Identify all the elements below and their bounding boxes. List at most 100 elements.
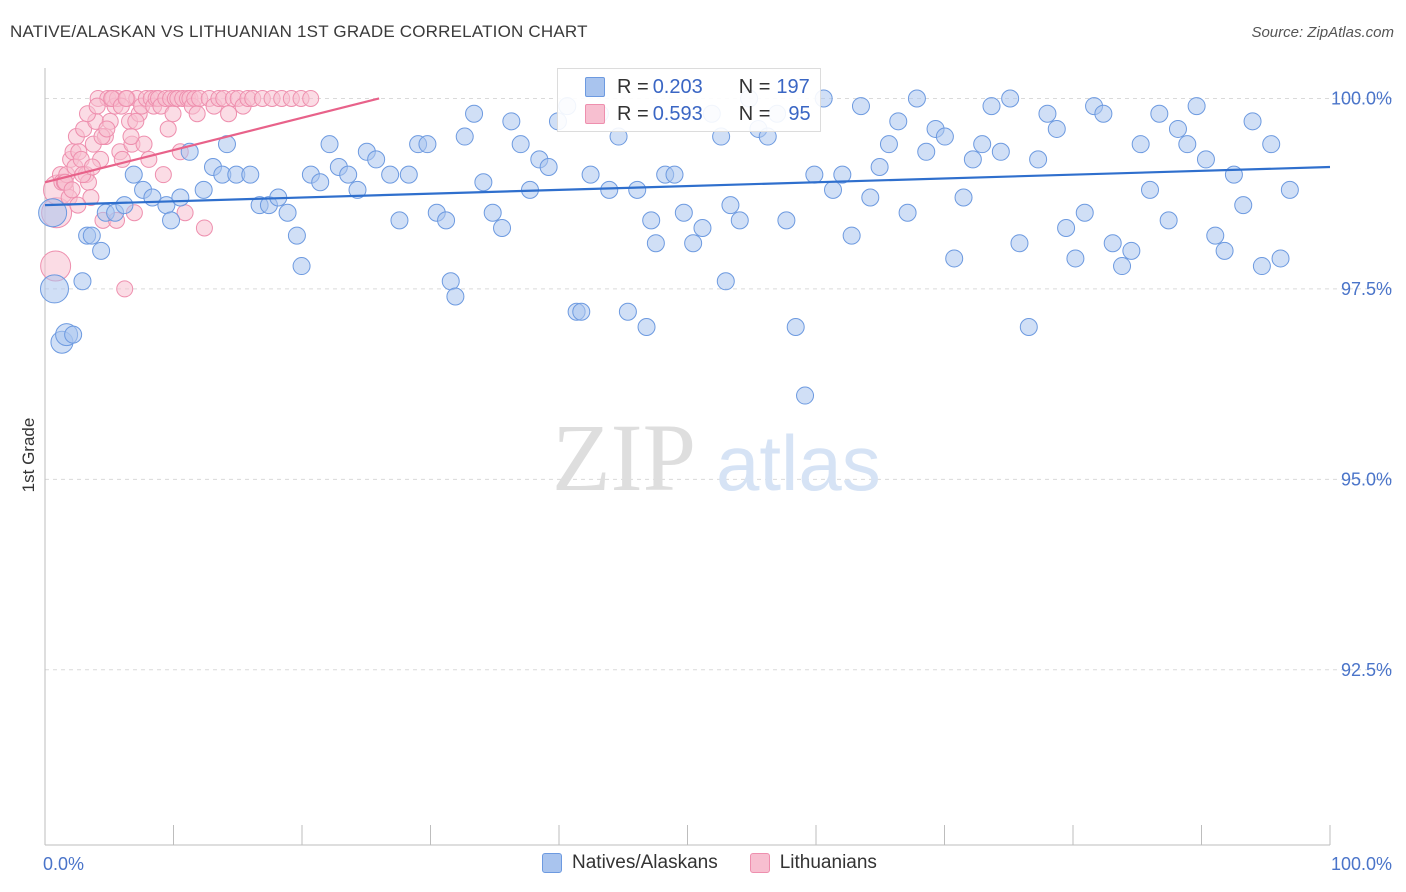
- tick-labels: 100.0% 97.5% 95.0% 92.5% 0.0% 100.0%: [43, 88, 1392, 874]
- natives-point: [241, 165, 260, 184]
- legend-row-lithuanians: R = 0.593 N = 95: [558, 100, 811, 128]
- lithuanians-point: [82, 189, 100, 206]
- correlation-legend: R = 0.203 N = 197 R = 0.593 N = 95: [557, 68, 821, 132]
- natives-point: [1010, 234, 1029, 253]
- natives-point: [1187, 97, 1206, 116]
- natives-legend-swatch: [542, 853, 562, 873]
- natives-point: [1234, 196, 1253, 215]
- lithuanians-point: [98, 120, 116, 138]
- natives-point: [320, 135, 339, 154]
- natives-point: [1271, 249, 1290, 268]
- y-axis-title: 1st Grade: [19, 418, 38, 493]
- natives-point: [455, 127, 474, 146]
- natives-point: [1206, 226, 1225, 245]
- natives-point: [618, 302, 637, 321]
- natives-point: [64, 325, 83, 344]
- axes: [44, 68, 1331, 846]
- natives-point: [1159, 211, 1178, 230]
- lithuanians-point: [116, 280, 134, 298]
- legend-n-label: N =: [738, 75, 771, 98]
- natives-point: [1057, 218, 1076, 237]
- natives-point: [115, 196, 134, 215]
- natives-point: [1103, 234, 1122, 253]
- natives-point: [796, 386, 815, 405]
- natives-point: [935, 127, 954, 146]
- natives-swatch: [585, 77, 605, 97]
- natives-point: [511, 135, 530, 154]
- natives-point: [693, 218, 712, 237]
- natives-point: [716, 272, 735, 291]
- natives-point: [674, 203, 693, 222]
- natives-point: [572, 302, 591, 321]
- natives-point: [730, 211, 749, 230]
- natives-point: [898, 203, 917, 222]
- natives-point: [418, 135, 437, 154]
- legend-n-value: 95: [788, 102, 811, 125]
- natives-point: [194, 180, 213, 199]
- natives-point: [171, 188, 190, 207]
- natives-point: [1131, 135, 1150, 154]
- natives-point: [581, 165, 600, 184]
- natives-point: [1001, 89, 1020, 108]
- natives-point: [92, 241, 111, 260]
- natives-point: [1019, 318, 1038, 336]
- legend-r-value: 0.203: [652, 75, 703, 98]
- natives-point: [1178, 135, 1197, 154]
- natives-point: [1262, 135, 1281, 154]
- y-tick-label: 100.0%: [1331, 88, 1392, 108]
- natives-point: [390, 211, 409, 230]
- natives-point: [777, 211, 796, 230]
- natives-point: [1029, 150, 1048, 169]
- natives-point: [945, 249, 964, 268]
- natives-point: [292, 257, 311, 276]
- natives-point: [642, 211, 661, 230]
- natives-point: [646, 234, 665, 253]
- natives-point: [1196, 150, 1215, 169]
- natives-point: [1215, 241, 1234, 260]
- natives-point: [1066, 249, 1085, 268]
- natives-point: [963, 150, 982, 169]
- natives-point: [1038, 104, 1057, 123]
- y-tick-label: 97.5%: [1341, 279, 1392, 299]
- natives-point: [721, 196, 740, 215]
- natives-point: [1113, 257, 1132, 276]
- lithuanians-swatch: [585, 104, 605, 124]
- natives-point: [1150, 104, 1169, 123]
- lithuanians-point: [135, 135, 153, 153]
- natives-point: [73, 272, 92, 291]
- legend-row-natives: R = 0.203 N = 197: [558, 73, 810, 101]
- natives-point: [465, 104, 484, 123]
- natives-point: [38, 198, 68, 228]
- watermark: ZIP atlas: [552, 404, 881, 511]
- natives-point: [973, 135, 992, 154]
- natives-point: [381, 165, 400, 184]
- natives-point: [162, 211, 181, 230]
- natives-point: [861, 188, 880, 207]
- natives-point: [637, 318, 656, 336]
- natives-point: [805, 165, 824, 184]
- natives-point: [1168, 119, 1187, 138]
- lithuanians-point: [154, 166, 172, 184]
- natives-point: [1243, 112, 1262, 131]
- natives-point: [907, 89, 926, 108]
- source-label: Source: ZipAtlas.com: [1251, 24, 1394, 41]
- natives-point: [1122, 241, 1141, 260]
- chart-title: NATIVE/ALASKAN VS LITHUANIAN 1ST GRADE C…: [10, 22, 588, 41]
- x-tick-label: 100.0%: [1331, 854, 1392, 874]
- natives-point: [399, 165, 418, 184]
- natives-point: [367, 150, 386, 169]
- lithuanians-legend-label: Lithuanians: [779, 852, 877, 873]
- natives-point: [982, 97, 1001, 116]
- natives-point: [287, 226, 306, 245]
- natives-point: [917, 142, 936, 161]
- natives-point: [483, 203, 502, 222]
- natives-point: [446, 287, 465, 306]
- natives-point: [1141, 180, 1160, 199]
- natives-point: [539, 158, 558, 177]
- lithuanians-point: [88, 97, 106, 115]
- series-legend: Natives/Alaskans Lithuanians: [542, 852, 877, 874]
- lithuanians-point: [127, 112, 145, 130]
- natives-point: [124, 165, 143, 184]
- lithuanians-point: [164, 105, 182, 123]
